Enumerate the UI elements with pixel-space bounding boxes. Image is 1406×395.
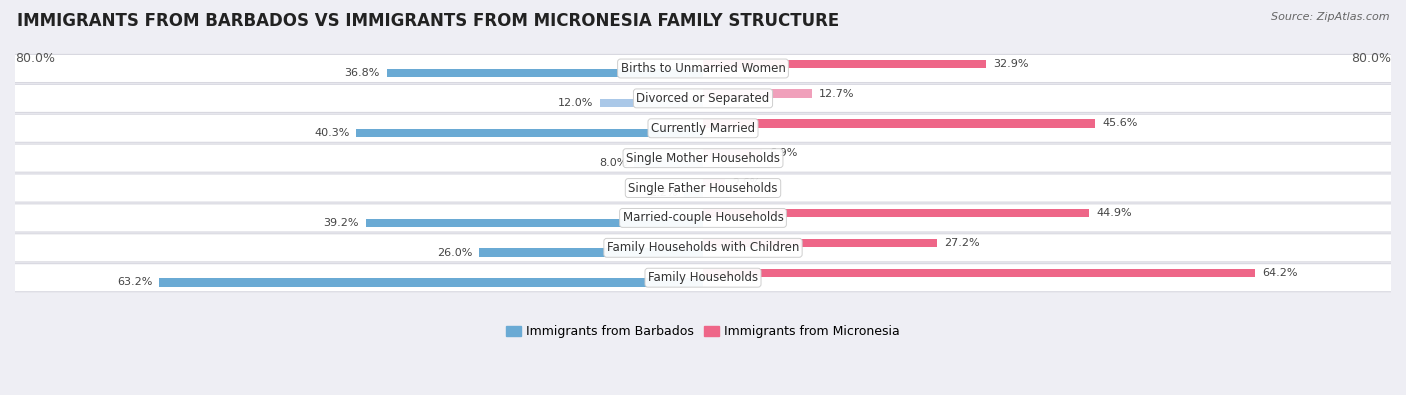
Text: Births to Unmarried Women: Births to Unmarried Women: [620, 62, 786, 75]
FancyBboxPatch shape: [7, 84, 1399, 113]
Text: Married-couple Households: Married-couple Households: [623, 211, 783, 224]
Text: Single Father Households: Single Father Households: [628, 182, 778, 195]
FancyBboxPatch shape: [7, 234, 1399, 262]
Bar: [387, 69, 703, 77]
Legend: Immigrants from Barbados, Immigrants from Micronesia: Immigrants from Barbados, Immigrants fro…: [501, 320, 905, 343]
FancyBboxPatch shape: [7, 114, 1399, 142]
Text: 32.9%: 32.9%: [993, 59, 1028, 69]
FancyBboxPatch shape: [7, 204, 1399, 232]
Text: 2.2%: 2.2%: [648, 188, 678, 198]
Text: 44.9%: 44.9%: [1097, 208, 1132, 218]
Text: Source: ZipAtlas.com: Source: ZipAtlas.com: [1271, 12, 1389, 22]
Text: Divorced or Separated: Divorced or Separated: [637, 92, 769, 105]
Text: IMMIGRANTS FROM BARBADOS VS IMMIGRANTS FROM MICRONESIA FAMILY STRUCTURE: IMMIGRANTS FROM BARBADOS VS IMMIGRANTS F…: [17, 12, 839, 30]
Text: 6.9%: 6.9%: [769, 149, 797, 158]
Bar: [703, 179, 725, 188]
Text: 8.0%: 8.0%: [599, 158, 627, 168]
Bar: [356, 129, 703, 137]
Bar: [479, 248, 703, 257]
Bar: [703, 89, 813, 98]
Bar: [703, 209, 1090, 217]
Text: 80.0%: 80.0%: [15, 52, 55, 65]
Text: 36.8%: 36.8%: [344, 68, 380, 78]
Bar: [703, 119, 1095, 128]
Text: Single Mother Households: Single Mother Households: [626, 152, 780, 165]
Text: 39.2%: 39.2%: [323, 218, 359, 228]
Text: Family Households: Family Households: [648, 271, 758, 284]
Text: Family Households with Children: Family Households with Children: [607, 241, 799, 254]
Bar: [159, 278, 703, 287]
Text: 45.6%: 45.6%: [1102, 118, 1137, 128]
Bar: [703, 149, 762, 158]
Text: 64.2%: 64.2%: [1263, 268, 1298, 278]
Text: 26.0%: 26.0%: [437, 248, 472, 258]
FancyBboxPatch shape: [7, 263, 1399, 292]
Text: 27.2%: 27.2%: [943, 238, 980, 248]
FancyBboxPatch shape: [7, 174, 1399, 202]
Bar: [600, 99, 703, 107]
Bar: [685, 189, 703, 197]
Text: 12.7%: 12.7%: [820, 88, 855, 99]
Bar: [703, 269, 1256, 277]
FancyBboxPatch shape: [7, 144, 1399, 172]
Text: 12.0%: 12.0%: [558, 98, 593, 108]
Bar: [703, 60, 986, 68]
FancyBboxPatch shape: [7, 55, 1399, 83]
Text: Currently Married: Currently Married: [651, 122, 755, 135]
Bar: [703, 239, 936, 247]
Text: 40.3%: 40.3%: [314, 128, 350, 138]
Text: 63.2%: 63.2%: [117, 277, 153, 288]
Bar: [366, 218, 703, 227]
Bar: [634, 159, 703, 167]
Text: 80.0%: 80.0%: [1351, 52, 1391, 65]
Text: 2.6%: 2.6%: [733, 178, 761, 188]
